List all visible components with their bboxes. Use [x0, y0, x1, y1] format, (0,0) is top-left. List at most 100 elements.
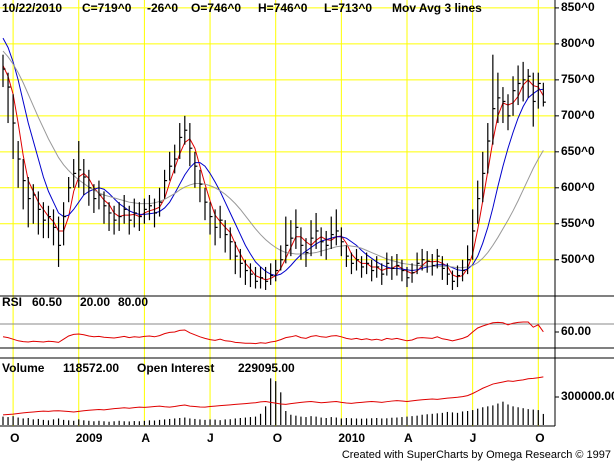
volume-bar: [280, 392, 282, 425]
x-tick-label: A: [141, 431, 150, 445]
grid: [0, 0, 614, 426]
volume-bar: [148, 420, 151, 425]
y-tick-label: 650^0: [561, 144, 595, 158]
y-tick-label: 300000.00: [561, 389, 614, 403]
y-tick-label: 850^0: [561, 0, 595, 14]
volume-bar: [522, 408, 524, 425]
y-tick-label: 60.00: [561, 324, 591, 338]
volume-bar: [52, 419, 55, 425]
volume-bar: [355, 418, 358, 425]
volume-bar: [290, 414, 292, 425]
volume-bar: [487, 406, 489, 425]
volume-bar: [345, 418, 347, 425]
volume-label: Volume: [2, 361, 45, 375]
marks: [2, 37, 546, 425]
volume-bar: [542, 413, 544, 425]
y-tick-label: 700^0: [561, 108, 595, 122]
volume-bar: [406, 416, 408, 425]
y-tick-label: 600^0: [561, 180, 595, 194]
volume-bar: [305, 417, 307, 425]
header-open: O=746^0: [191, 1, 241, 15]
volume-bar: [68, 420, 70, 425]
volume-bar: [461, 411, 464, 425]
volume-bar: [174, 418, 176, 425]
volume-bar: [12, 416, 14, 425]
moving-average: [2, 65, 544, 281]
rsi-value: 60.50: [32, 295, 62, 309]
header-study: Mov Avg 3 lines: [392, 1, 482, 15]
footer: Created with SuperCharts by Omega Resear…: [342, 449, 611, 461]
volume-bar: [436, 413, 438, 425]
y-tick-label: 500^0: [561, 252, 595, 266]
volume-bar: [315, 416, 317, 425]
header-date: 10/22/2010: [2, 1, 62, 15]
volume-bar: [118, 420, 120, 425]
volume-bar: [456, 412, 459, 425]
volume-bar: [381, 418, 383, 425]
volume-bar: [133, 421, 135, 425]
x-tick-label: 2010: [338, 431, 365, 445]
volume-bar: [472, 410, 474, 425]
volume-bar: [83, 420, 85, 425]
volume-bar: [265, 406, 267, 425]
volume-bar: [497, 403, 499, 425]
volume-bar: [179, 418, 181, 425]
volume-bar: [239, 418, 241, 425]
volume-bar: [285, 411, 287, 425]
x-tick-label: J: [470, 431, 477, 445]
volume-bar: [386, 418, 388, 425]
volume-bar: [340, 418, 342, 425]
volume-bar: [164, 419, 166, 425]
volume-bar: [431, 413, 433, 425]
x-tick-label: 2009: [76, 431, 103, 445]
volume-bar: [259, 413, 262, 425]
x-tick-label: A: [404, 431, 413, 445]
volume-bar: [371, 418, 373, 425]
volume-bar: [416, 415, 418, 425]
oi-value: 229095.00: [238, 361, 295, 375]
x-tick-label: O: [535, 431, 544, 445]
y-tick-label: 550^0: [561, 216, 595, 230]
volume-bar: [169, 418, 171, 425]
volume-bar: [17, 417, 19, 425]
volume-bar: [108, 421, 110, 425]
volume-bar: [376, 418, 378, 425]
volume-bar: [78, 419, 80, 425]
volume-bar: [537, 410, 539, 425]
volume-bar: [421, 414, 423, 425]
volume-bar: [295, 415, 297, 425]
volume-bar: [199, 419, 201, 425]
volume-bar: [189, 418, 191, 425]
volume-bar: [143, 420, 145, 425]
volume-bar: [204, 419, 206, 425]
rsi-level: 20.00: [80, 295, 110, 309]
header-high: H=746^0: [258, 1, 308, 15]
volume-bar: [57, 418, 60, 425]
volume-bar: [527, 409, 529, 425]
volume-bar: [325, 418, 327, 425]
volume-bar: [310, 416, 312, 425]
volume-bar: [93, 421, 95, 425]
volume-bar: [128, 421, 130, 425]
volume-bar: [441, 412, 443, 425]
volume-bar: [2, 416, 4, 425]
volume-bar: [73, 420, 75, 425]
y-tick-label: 750^0: [561, 72, 595, 86]
frame: [0, 0, 614, 427]
moving-average: [2, 37, 544, 277]
oi-label: Open Interest: [137, 361, 214, 375]
volume-bar: [47, 420, 50, 425]
volume-bar: [391, 417, 393, 425]
volume-bar: [360, 418, 363, 425]
volume-bar: [396, 417, 398, 425]
volume-bar: [249, 417, 252, 425]
volume-bar: [88, 420, 90, 425]
volume-bar: [103, 421, 105, 425]
volume-bar: [467, 411, 469, 425]
volume-bar: [426, 414, 428, 425]
volume-bar: [194, 418, 196, 425]
volume-bar: [512, 406, 514, 425]
volume-value: 118572.00: [63, 361, 119, 375]
